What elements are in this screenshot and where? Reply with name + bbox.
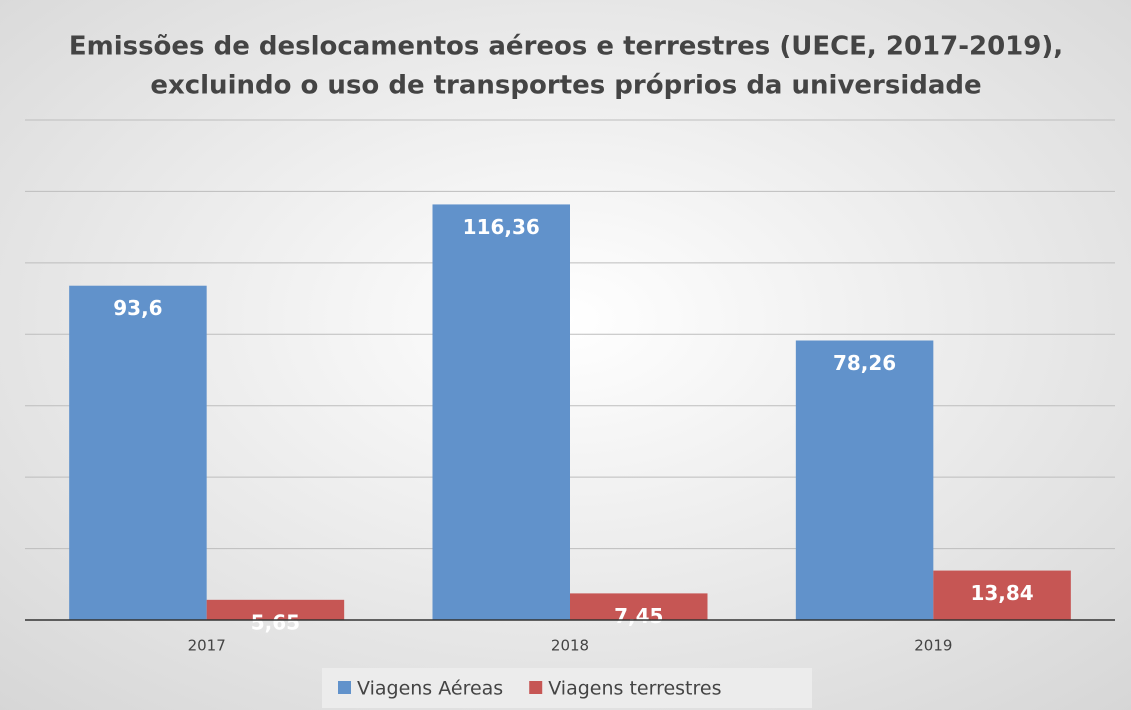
- bar: [795, 340, 934, 620]
- legend-label: Viagens terrestres: [548, 678, 721, 700]
- legend-swatch: [529, 681, 543, 694]
- chart-title: Emissões de deslocamentos aéreos e terre…: [69, 32, 1063, 62]
- data-label: 116,36: [463, 215, 540, 239]
- bar: [69, 285, 207, 620]
- data-label: 13,84: [970, 581, 1033, 605]
- legend-label: Viagens Aéreas: [357, 678, 503, 700]
- x-tick-label: 2017: [188, 637, 226, 655]
- x-tick-label: 2019: [914, 637, 952, 655]
- chart-title: excluindo o uso de transportes próprios …: [150, 71, 981, 101]
- bar: [570, 593, 708, 620]
- data-label: 7,45: [614, 604, 663, 628]
- data-label: 93,6: [113, 296, 162, 320]
- legend-swatch: [338, 681, 351, 694]
- bar: [933, 570, 1071, 620]
- bar: [432, 204, 570, 620]
- data-label: 78,26: [833, 351, 896, 375]
- data-label: 5,65: [251, 610, 300, 634]
- legend-box: [322, 668, 812, 708]
- x-tick-label: 2018: [551, 637, 589, 655]
- bar: [206, 599, 345, 620]
